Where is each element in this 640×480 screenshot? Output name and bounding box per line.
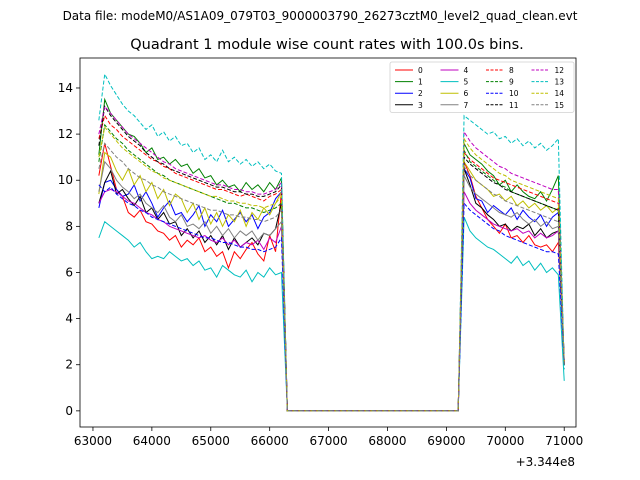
legend-label: 7 xyxy=(464,101,469,110)
y-tick-label: 12 xyxy=(58,127,73,141)
series-line-4 xyxy=(98,188,565,412)
y-tick-label: 10 xyxy=(58,173,73,187)
x-tick-label: 67000 xyxy=(309,434,347,448)
legend-label: 14 xyxy=(555,89,565,98)
legend-label: 15 xyxy=(555,101,565,110)
legend-label: 3 xyxy=(418,101,423,110)
y-tick-label: 4 xyxy=(65,312,73,326)
plot-area: 63000 64000 65000 66000 67000 68000 69000 70000… xyxy=(58,57,583,448)
chart-title: Quadrant 1 module wise count rates with … xyxy=(130,37,524,53)
series-line-12 xyxy=(98,105,565,412)
legend-label: 9 xyxy=(509,78,514,87)
series-line-6 xyxy=(98,151,565,412)
series-line-11 xyxy=(98,105,565,412)
series-line-9 xyxy=(98,123,565,412)
legend-label: 5 xyxy=(464,78,469,87)
y-tick-label: 6 xyxy=(65,265,73,279)
legend-label: 12 xyxy=(555,66,565,75)
axes-frame xyxy=(79,57,577,428)
legend-box xyxy=(389,61,575,113)
x-tick-label: 70000 xyxy=(486,434,524,448)
series-line-7 xyxy=(98,160,565,412)
x-tick-label: 65000 xyxy=(192,434,230,448)
legend-label: 0 xyxy=(418,66,423,75)
legend-label: 13 xyxy=(555,78,565,87)
series-line-8 xyxy=(98,114,565,412)
y-axis: 0 2 4 6 8 10 12 14 xyxy=(58,81,80,418)
legend-label: 6 xyxy=(464,89,469,98)
x-tick-label: 71000 xyxy=(545,434,583,448)
suptitle: Data file: modeM0/AS1A09_079T03_90000037… xyxy=(63,9,578,23)
series-line-10 xyxy=(98,184,565,412)
x-offset-label: +3.344e8 xyxy=(516,455,575,469)
x-tick-label: 69000 xyxy=(427,434,465,448)
legend-label: 2 xyxy=(418,89,423,98)
x-tick-label: 64000 xyxy=(133,434,171,448)
x-tick-label: 68000 xyxy=(368,434,406,448)
y-tick-label: 0 xyxy=(65,404,73,418)
legend-label: 1 xyxy=(418,78,423,87)
series-line-14 xyxy=(98,126,565,412)
legend-label: 11 xyxy=(509,101,519,110)
x-tick-label: 66000 xyxy=(251,434,289,448)
x-tick-label: 63000 xyxy=(74,434,112,448)
y-tick-label: 14 xyxy=(58,81,73,95)
x-axis: 63000 64000 65000 66000 67000 68000 69000 70000… xyxy=(74,427,583,448)
series-line-13 xyxy=(98,72,565,412)
y-tick-label: 2 xyxy=(65,358,73,372)
series-line-5 xyxy=(98,216,565,412)
legend-label: 4 xyxy=(464,66,469,75)
series-layer xyxy=(98,72,565,412)
y-tick-label: 8 xyxy=(65,219,73,233)
series-line-0 xyxy=(98,143,565,412)
series-line-3 xyxy=(98,168,565,412)
legend-label: 8 xyxy=(509,66,514,75)
legend-label: 10 xyxy=(509,89,519,98)
series-line-15 xyxy=(98,142,565,412)
